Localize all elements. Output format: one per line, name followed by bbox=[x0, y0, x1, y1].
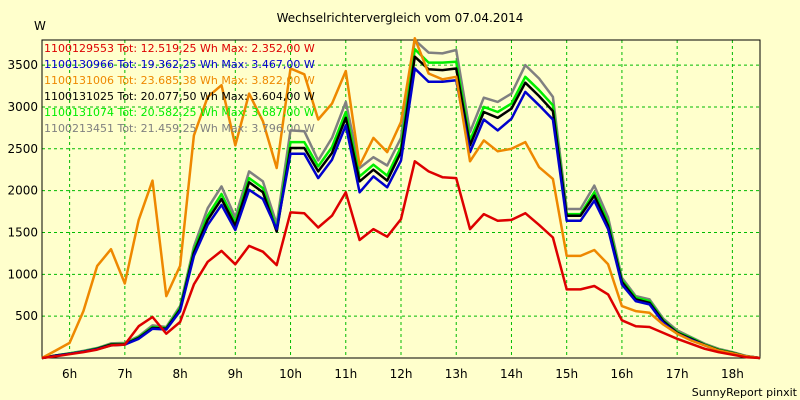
series-line-1100131006 bbox=[41, 36, 761, 360]
legend-entry-1100213451: 1100213451 Tot: 21.459,25 Wh Max: 3.796,… bbox=[44, 122, 315, 135]
legend-entry-1100129553: 1100129553 Tot: 12.519,25 Wh Max: 2.352,… bbox=[44, 42, 315, 55]
x-tick-label: 13h bbox=[445, 367, 468, 381]
legend: 1100129553 Tot: 12.519,25 Wh Max: 2.352,… bbox=[44, 42, 315, 135]
footer-credit: SunnyReport pinxit bbox=[692, 386, 798, 399]
y-tick-label: 2000 bbox=[7, 184, 38, 198]
x-tick-label: 18h bbox=[721, 367, 744, 381]
y-tick-label: 1000 bbox=[7, 267, 38, 281]
x-tick-label: 9h bbox=[228, 367, 243, 381]
plot-frame bbox=[41, 39, 761, 359]
x-tick-label: 16h bbox=[610, 367, 633, 381]
x-tick-label: 10h bbox=[279, 367, 302, 381]
x-tick-label: 11h bbox=[334, 367, 357, 381]
series-layer bbox=[41, 36, 761, 360]
legend-entry-1100131006: 1100131006 Tot: 23.685,38 Wh Max: 3.822,… bbox=[44, 74, 315, 87]
x-tick-label: 6h bbox=[62, 367, 77, 381]
x-tick-label: 17h bbox=[666, 367, 689, 381]
chart-title: Wechselrichtervergleich vom 07.04.2014 bbox=[277, 11, 524, 25]
y-tick-label: 3000 bbox=[7, 100, 38, 114]
y-tick-label: 1500 bbox=[7, 225, 38, 239]
x-tick-label: 7h bbox=[117, 367, 132, 381]
x-tick-label: 14h bbox=[500, 367, 523, 381]
axis-layer: 500 1000 1500 2000 2500 3000 3500 6h 7h 8h 9h 10h 11… bbox=[7, 39, 761, 381]
x-tick-label: 8h bbox=[172, 367, 187, 381]
x-tick-label: 12h bbox=[390, 367, 413, 381]
series-line-1100129553 bbox=[41, 160, 761, 360]
y-axis-label: W bbox=[34, 19, 46, 33]
x-tick-label: 15h bbox=[555, 367, 578, 381]
legend-entry-1100130966: 1100130966 Tot: 19.362,25 Wh Max: 3.467,… bbox=[44, 58, 315, 71]
legend-entry-1100131025: 1100131025 Tot: 20.077,50 Wh Max: 3.604,… bbox=[44, 90, 315, 103]
y-tick-label: 3500 bbox=[7, 58, 38, 72]
legend-entry-1100131074: 1100131074 Tot: 20.582,25 Wh Max: 3.687,… bbox=[44, 106, 315, 119]
grid-layer bbox=[42, 40, 760, 358]
y-tick-label: 2500 bbox=[7, 142, 38, 156]
y-tick-label: 500 bbox=[15, 309, 38, 323]
